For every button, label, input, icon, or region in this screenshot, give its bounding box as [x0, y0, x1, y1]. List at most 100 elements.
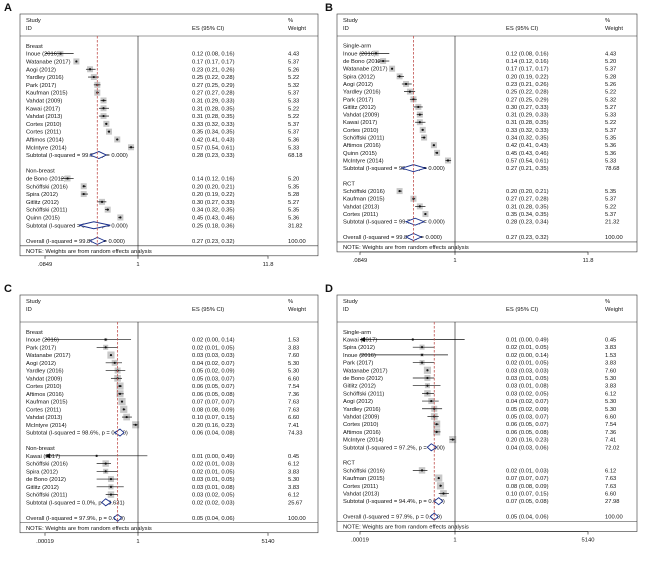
- study-es: 0.57 (0.54, 0.61): [506, 158, 549, 164]
- study-label: de Bono (2012): [26, 176, 66, 182]
- study-weight: 5.33: [605, 113, 616, 119]
- study-label: Vahdat (2009): [343, 113, 379, 119]
- study-point: [105, 122, 108, 125]
- subtotal-es: 0.27 (0.21, 0.35): [506, 166, 549, 172]
- study-weight: 5.22: [288, 75, 299, 81]
- study-label: Yardley (2016): [26, 75, 64, 81]
- study-label: Park (2017): [26, 83, 56, 89]
- study-es: 0.45 (0.43, 0.46): [192, 215, 235, 221]
- study-es: 0.20 (0.19, 0.22): [192, 192, 235, 198]
- subtotal-label: Subtotal (I-squared = 99.6%, p = 0.000): [26, 223, 128, 229]
- study-es: 0.31 (0.28, 0.35): [192, 106, 235, 112]
- group-label: Single-arm: [343, 330, 371, 336]
- subtotal-label: Subtotal (I-squared = 99.7%, p = 0.000): [343, 220, 445, 226]
- study-label: Schöffski (2011): [26, 208, 67, 214]
- study-label: Cortes (2011): [343, 484, 378, 490]
- study-label: Gitlitz (2012): [26, 485, 59, 491]
- study-es: 0.35 (0.34, 0.35): [192, 130, 235, 136]
- study-es: 0.05 (0.02, 0.09): [192, 369, 235, 375]
- study-es: 0.01 (0.00, 0.49): [192, 454, 235, 460]
- study-point: [75, 60, 78, 63]
- study-weight: 3.83: [288, 485, 299, 491]
- study-label: Kaufman (2015): [343, 476, 385, 482]
- study-weight: 5.27: [288, 200, 299, 206]
- study-weight: 5.35: [605, 136, 616, 142]
- header-es: ES (95% CI): [506, 26, 538, 32]
- subtotal-label: Subtotal (I-squared = 94.4%, p = 0.000): [343, 499, 445, 505]
- study-label: Quinn (2015): [343, 151, 377, 157]
- study-point: [95, 454, 98, 457]
- study-label: McIntyre (2014): [343, 158, 384, 164]
- study-es: 0.31 (0.29, 0.33): [506, 113, 549, 119]
- study-weight: 6.60: [288, 415, 299, 421]
- study-point: [113, 361, 116, 364]
- overall-weight: 100.00: [288, 516, 306, 522]
- study-point: [420, 353, 424, 356]
- study-weight: 7.63: [288, 400, 299, 406]
- study-point: [102, 107, 105, 110]
- study-label: Schöffski (2011): [26, 493, 67, 499]
- study-es: 0.08 (0.08, 0.09): [192, 407, 235, 413]
- study-es: 0.12 (0.08, 0.16): [506, 51, 549, 57]
- study-weight: 5.32: [288, 83, 299, 89]
- study-point: [418, 113, 421, 116]
- header-es: ES (95% CI): [506, 307, 538, 313]
- study-weight: 5.36: [288, 137, 299, 143]
- study-label: Park (2017): [26, 345, 56, 351]
- study-weight: 5.22: [288, 106, 299, 112]
- header-weight: Weight: [605, 307, 623, 313]
- subtotal-label: Subtotal (I-squared = 97.2%, p = 0.000): [343, 445, 445, 451]
- study-label: Schöffski (2016): [343, 468, 385, 474]
- study-es: 0.02 (0.01, 0.03): [506, 468, 549, 474]
- study-weight: 5.28: [605, 74, 616, 80]
- study-label: Gitlitz (2012): [343, 105, 376, 111]
- study-es: 0.30 (0.27, 0.33): [506, 105, 549, 111]
- study-label: Cortes (2010): [343, 128, 379, 134]
- overall-es: 0.27 (0.23, 0.32): [192, 239, 235, 245]
- study-weight: 0.45: [605, 337, 616, 343]
- overall-es: 0.27 (0.23, 0.32): [506, 235, 549, 241]
- study-es: 0.02 (0.00, 0.14): [506, 353, 549, 359]
- study-label: Yardley (2016): [343, 407, 381, 413]
- study-point: [412, 197, 415, 200]
- subtotal-weight: 25.67: [288, 500, 303, 506]
- study-label: Schöffski (2016): [26, 462, 68, 468]
- panel-letter: C: [4, 283, 12, 295]
- study-weight: 5.30: [605, 376, 616, 382]
- study-label: Watanabe (2017): [26, 353, 71, 359]
- study-point: [119, 216, 122, 219]
- study-es: 0.27 (0.25, 0.29): [192, 83, 235, 89]
- study-point: [404, 82, 408, 86]
- subtotal-es: 0.07 (0.05, 0.08): [506, 499, 549, 505]
- study-weight: 4.43: [288, 52, 299, 58]
- header-percent: %: [605, 299, 610, 305]
- study-es: 0.06 (0.05, 0.08): [192, 392, 235, 398]
- subtotal-weight: 68.18: [288, 153, 303, 159]
- study-point: [424, 212, 427, 216]
- study-label: Aftimos (2016): [343, 143, 381, 149]
- study-point: [390, 67, 394, 70]
- study-label: Watanabe (2017): [343, 67, 388, 73]
- study-point: [100, 200, 104, 203]
- subtotal-label: Subtotal (I-squared = 99.9%, p = 0.000): [26, 153, 128, 159]
- study-label: Inoue (2016): [343, 51, 376, 57]
- study-weight: 5.33: [288, 145, 299, 151]
- study-point: [109, 353, 113, 357]
- group-label: Non-breast: [26, 169, 55, 175]
- study-label: McIntyre (2014): [26, 423, 67, 429]
- study-weight: 5.37: [288, 122, 299, 128]
- study-es: 0.03 (0.02, 0.05): [506, 391, 549, 397]
- study-es: 0.04 (0.02, 0.07): [192, 361, 235, 367]
- study-label: Cortes (2011): [343, 212, 378, 218]
- group-label: RCT: [343, 181, 355, 187]
- study-point: [59, 52, 62, 55]
- group-label: Non-breast: [26, 446, 55, 452]
- subtotal-weight: 74.33: [288, 431, 303, 437]
- study-point: [418, 205, 421, 208]
- study-label: Schöffski (2011): [343, 136, 384, 142]
- study-point: [423, 136, 426, 139]
- header-id: ID: [26, 307, 32, 313]
- study-label: Kawai (2017): [26, 454, 60, 460]
- study-es: 0.03 (0.03, 0.03): [192, 353, 235, 359]
- study-label: Aogi (2012): [343, 399, 373, 405]
